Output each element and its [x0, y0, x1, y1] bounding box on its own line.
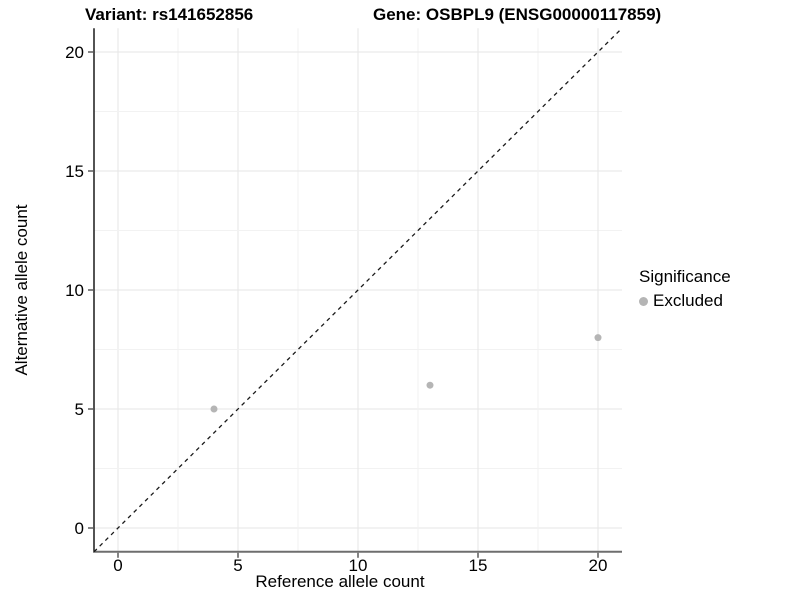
x-tick-label: 20 [589, 556, 608, 575]
plot-title-gene: Gene: OSBPL9 (ENSG00000117859) [373, 5, 662, 24]
plot-title-variant: Variant: rs141652856 [85, 5, 254, 24]
data-point [426, 381, 434, 389]
y-tick-label: 0 [75, 519, 84, 538]
legend-point-icon [639, 296, 648, 306]
identity-dashed-line [93, 27, 623, 553]
y-tick-label: 20 [65, 43, 84, 62]
x-tick-label: 5 [233, 556, 242, 575]
y-tick-label: 15 [65, 162, 84, 181]
y-tick-label: 10 [65, 281, 84, 300]
legend-title: Significance [639, 267, 731, 286]
y-axis-label: Alternative allele count [12, 204, 31, 376]
x-tick-label: 0 [113, 556, 122, 575]
x-axis-label: Reference allele count [255, 572, 425, 591]
x-tick-label: 10 [349, 556, 368, 575]
legend: Significance Excluded [639, 267, 731, 311]
data-point [210, 405, 218, 413]
legend-entry-label: Excluded [653, 291, 723, 310]
legend-entry-excluded: Excluded [639, 291, 731, 311]
y-tick-label: 5 [75, 400, 84, 419]
data-point [594, 334, 602, 342]
x-tick-label: 15 [469, 556, 488, 575]
